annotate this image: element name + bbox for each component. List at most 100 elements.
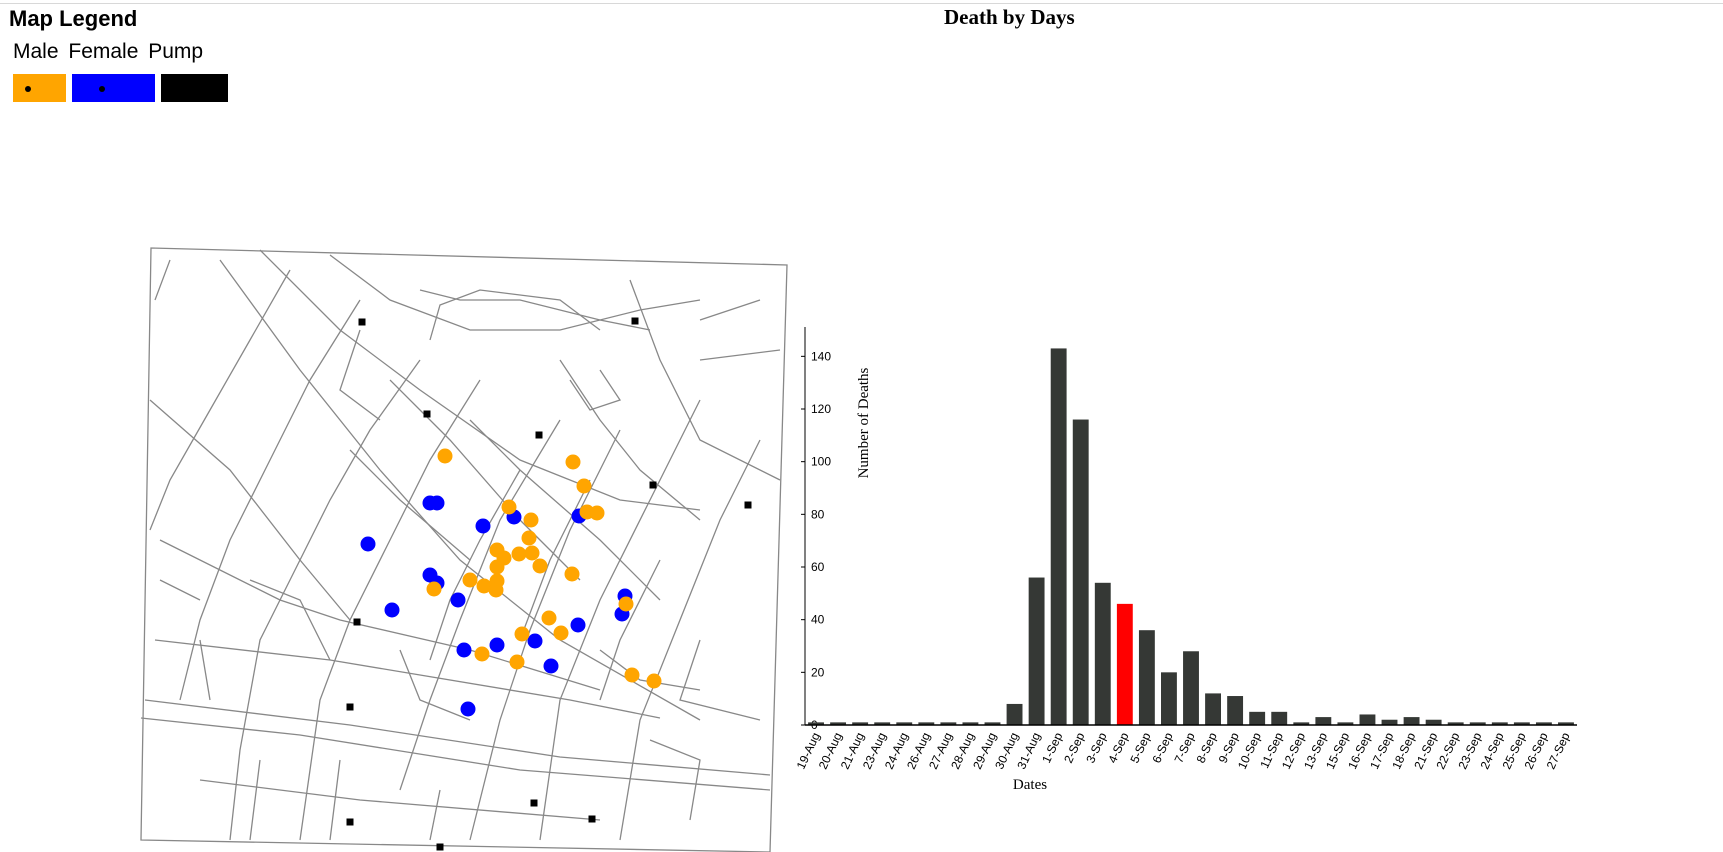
bar-23-Sep[interactable] bbox=[1469, 722, 1486, 725]
death-marker-female[interactable] bbox=[460, 701, 476, 717]
legend-swatch-pump[interactable] bbox=[161, 74, 228, 102]
death-marker-male[interactable] bbox=[576, 478, 592, 494]
bar-25-Sep[interactable] bbox=[1513, 722, 1530, 725]
bar-18-Sep[interactable] bbox=[1403, 717, 1420, 725]
death-marker-male[interactable] bbox=[532, 558, 548, 574]
street-segment bbox=[469, 419, 661, 601]
legend-label-female: Female bbox=[68, 40, 139, 63]
pump-marker[interactable] bbox=[423, 410, 431, 418]
bar-28-Aug[interactable] bbox=[962, 722, 979, 725]
pump-marker[interactable] bbox=[436, 843, 444, 851]
death-marker-male[interactable] bbox=[565, 454, 581, 470]
pump-marker[interactable] bbox=[353, 618, 361, 626]
death-marker-male[interactable] bbox=[541, 610, 557, 626]
bar-20-Aug[interactable] bbox=[830, 722, 847, 725]
legend-label-pump: Pump bbox=[148, 40, 204, 63]
bar-19-Aug[interactable] bbox=[808, 722, 824, 725]
pump-marker[interactable] bbox=[744, 501, 752, 509]
bar-3-Sep[interactable] bbox=[1094, 582, 1111, 725]
death-marker-male[interactable] bbox=[624, 667, 640, 683]
death-marker-female[interactable] bbox=[384, 602, 400, 618]
death-marker-male[interactable] bbox=[521, 530, 537, 546]
death-marker-male[interactable] bbox=[501, 499, 517, 515]
x-axis-label: Dates bbox=[1013, 777, 1047, 793]
death-marker-male[interactable] bbox=[488, 582, 504, 598]
bar-23-Aug[interactable] bbox=[874, 722, 891, 725]
death-marker-male[interactable] bbox=[437, 448, 453, 464]
street-segment bbox=[559, 359, 701, 521]
death-marker-male[interactable] bbox=[489, 559, 505, 575]
death-marker-female[interactable] bbox=[429, 495, 445, 511]
street-segment bbox=[199, 779, 601, 821]
bar-21-Sep[interactable] bbox=[1425, 719, 1442, 725]
legend-swatch-male[interactable] bbox=[13, 74, 66, 102]
street-segment bbox=[519, 479, 591, 641]
bar-24-Aug[interactable] bbox=[896, 722, 913, 725]
bar-5-Sep[interactable] bbox=[1138, 630, 1155, 725]
bar-6-Sep[interactable] bbox=[1161, 672, 1177, 725]
death-marker-female[interactable] bbox=[450, 592, 466, 608]
death-marker-female[interactable] bbox=[570, 617, 586, 633]
top-rule bbox=[0, 3, 1723, 4]
bar-21-Aug[interactable] bbox=[852, 722, 869, 725]
bar-1-Sep[interactable] bbox=[1050, 348, 1067, 725]
bar-31-Aug[interactable] bbox=[1028, 577, 1045, 725]
death-marker-male[interactable] bbox=[524, 545, 540, 561]
pump-marker[interactable] bbox=[530, 799, 538, 807]
death-marker-male[interactable] bbox=[618, 596, 634, 612]
bar-16-Sep[interactable] bbox=[1359, 714, 1376, 725]
bar-15-Sep[interactable] bbox=[1337, 722, 1354, 725]
bar-27-Aug[interactable] bbox=[940, 722, 957, 725]
death-marker-male[interactable] bbox=[426, 581, 442, 597]
bar-2-Sep[interactable] bbox=[1072, 419, 1089, 725]
street-segment bbox=[399, 649, 471, 721]
bar-11-Sep[interactable] bbox=[1271, 711, 1288, 725]
death-marker-female[interactable] bbox=[527, 633, 543, 649]
bar-12-Sep[interactable] bbox=[1293, 722, 1310, 725]
death-marker-male[interactable] bbox=[474, 646, 490, 662]
death-marker-male[interactable] bbox=[523, 512, 539, 528]
bar-24-Sep[interactable] bbox=[1491, 722, 1508, 725]
death-marker-male[interactable] bbox=[462, 572, 478, 588]
bar-26-Sep[interactable] bbox=[1535, 722, 1552, 725]
street-segment bbox=[429, 469, 521, 661]
bar-7-Sep[interactable] bbox=[1183, 651, 1199, 725]
pump-marker[interactable] bbox=[346, 703, 354, 711]
bar-22-Sep[interactable] bbox=[1447, 722, 1464, 725]
bar-13-Sep[interactable] bbox=[1315, 717, 1332, 725]
death-marker-female[interactable] bbox=[360, 536, 376, 552]
death-marker-male[interactable] bbox=[476, 578, 492, 594]
death-marker-female[interactable] bbox=[489, 637, 505, 653]
street-segment bbox=[259, 249, 701, 511]
death-marker-female[interactable] bbox=[475, 518, 491, 534]
legend-swatch-female[interactable] bbox=[72, 74, 155, 102]
death-marker-male[interactable] bbox=[646, 673, 662, 689]
bar-29-Aug[interactable] bbox=[984, 722, 1001, 725]
death-marker-male[interactable] bbox=[514, 626, 530, 642]
death-marker-female[interactable] bbox=[543, 658, 559, 674]
death-marker-female[interactable] bbox=[456, 642, 472, 658]
pump-marker[interactable] bbox=[535, 431, 543, 439]
death-marker-male[interactable] bbox=[511, 546, 527, 562]
y-tick-label: 40 bbox=[811, 613, 825, 627]
pump-marker[interactable] bbox=[346, 818, 354, 826]
bar-26-Aug[interactable] bbox=[918, 722, 935, 725]
death-marker-male[interactable] bbox=[509, 654, 525, 670]
pump-marker[interactable] bbox=[631, 317, 639, 325]
y-tick-label: 120 bbox=[811, 402, 831, 416]
bar-30-Aug[interactable] bbox=[1006, 703, 1023, 725]
bar-8-Sep[interactable] bbox=[1205, 693, 1221, 725]
bar-10-Sep[interactable] bbox=[1249, 711, 1266, 725]
y-tick-label: 60 bbox=[811, 560, 825, 574]
bar-17-Sep[interactable] bbox=[1381, 719, 1398, 725]
bar-9-Sep[interactable] bbox=[1227, 696, 1244, 725]
death-marker-male[interactable] bbox=[564, 566, 580, 582]
pump-marker[interactable] bbox=[649, 481, 657, 489]
pump-marker[interactable] bbox=[358, 318, 366, 326]
pump-marker[interactable] bbox=[588, 815, 596, 823]
bar-4-Sep[interactable] bbox=[1116, 603, 1133, 725]
bar-27-Sep[interactable] bbox=[1558, 722, 1574, 725]
death-marker-male[interactable] bbox=[553, 625, 569, 641]
death-marker-male[interactable] bbox=[589, 505, 605, 521]
